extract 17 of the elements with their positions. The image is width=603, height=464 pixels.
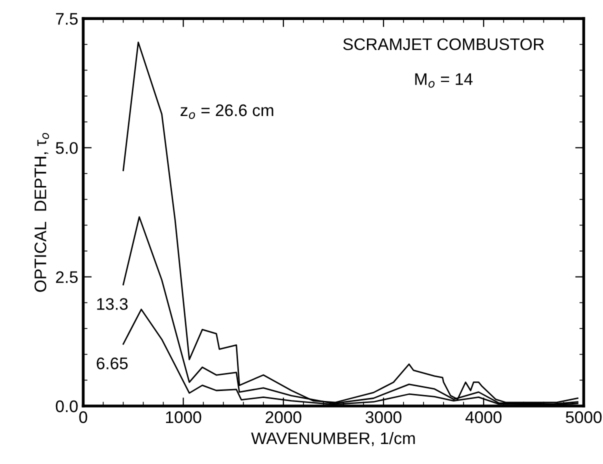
series-label: z$_{o}$ = 26.6 cm [180,104,274,119]
x-tick-label: 4000 [465,411,502,424]
y-tick-label: 5.0 [56,142,78,154]
x-axis-title: WAVENUMBER, 1/cm [251,432,415,446]
series-label: 6.65 [96,358,128,370]
x-tick-label: 5000 [566,411,602,424]
y-axis-title: OPTICAL DEPTH, τ$_{o}$ [34,132,50,292]
y-tick-label: 0.0 [56,400,78,412]
y-tick-label: 7.5 [56,13,78,25]
x-tick-label: 1000 [166,411,202,424]
annotation: M$_{o}$ = 14 [415,73,473,88]
x-tick-label: 2000 [266,411,302,424]
series-label: 13.3 [97,298,128,310]
x-tick-label: 0 [79,411,88,424]
text: SCRAMJET COMBUSTOR [343,38,544,50]
y-tick-label: 2.5 [56,271,78,284]
x-tick-label: 3000 [366,411,402,424]
